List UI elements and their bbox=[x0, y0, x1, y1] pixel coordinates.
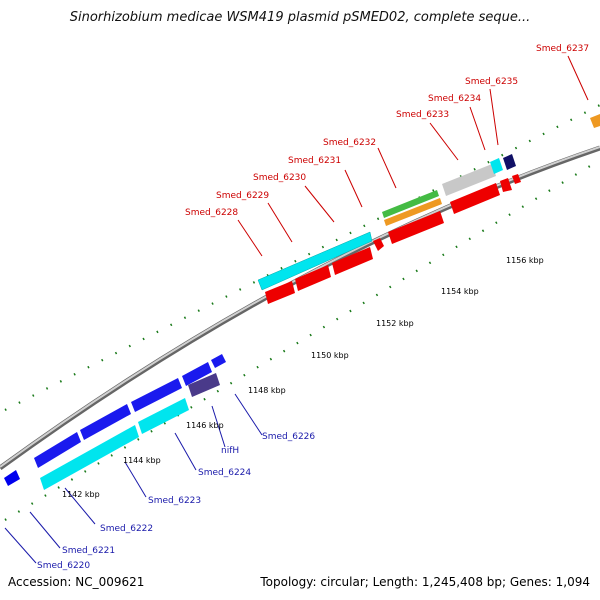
gene-blue-1[interactable] bbox=[34, 432, 81, 468]
gene-blue-2[interactable] bbox=[80, 404, 131, 440]
gene-label[interactable]: Smed_6231 bbox=[288, 156, 341, 166]
gene-navy[interactable] bbox=[503, 154, 516, 170]
gene-grey[interactable] bbox=[442, 164, 496, 196]
gene-red-4[interactable] bbox=[373, 238, 384, 251]
gene-red-5[interactable] bbox=[388, 211, 444, 244]
gene-cyan-large[interactable] bbox=[257, 231, 373, 291]
gene-red-6[interactable] bbox=[450, 183, 500, 214]
backbone-highlight bbox=[0, 146, 600, 468]
forward-leaders bbox=[237, 55, 589, 257]
summary-label: Topology: circular; Length: 1,245,408 bp… bbox=[260, 575, 590, 589]
kbp-label: 1156 kbp bbox=[506, 256, 544, 265]
gene-label[interactable]: Smed_6234 bbox=[428, 94, 481, 104]
forward-gene-labels: Smed_6228 Smed_6229 Smed_6230 Smed_6231 … bbox=[185, 44, 589, 218]
reverse-gene-labels: Smed_6220 Smed_6221 Smed_6222 Smed_6223 … bbox=[37, 432, 315, 571]
gene-blue-left[interactable] bbox=[4, 470, 20, 486]
gene-red-7[interactable] bbox=[500, 178, 512, 192]
gene-red-8[interactable] bbox=[512, 174, 521, 184]
gene-orange[interactable] bbox=[384, 198, 442, 226]
kbp-labels: 1142 kbp 1144 kbp 1146 kbp 1148 kbp 1150… bbox=[62, 256, 544, 499]
reverse-genes bbox=[4, 354, 226, 490]
gene-cyan-small[interactable] bbox=[490, 158, 503, 174]
gene-label[interactable]: Smed_6229 bbox=[216, 191, 269, 201]
kbp-label: 1144 kbp bbox=[123, 456, 161, 465]
gene-label[interactable]: Smed_6224 bbox=[198, 468, 251, 478]
gene-red-1[interactable] bbox=[265, 281, 295, 304]
gene-cyan-long-1[interactable] bbox=[40, 425, 139, 490]
map-title: Sinorhizobium medicae WSM419 plasmid pSM… bbox=[69, 10, 531, 25]
gene-label[interactable]: Smed_6228 bbox=[185, 208, 238, 218]
backbone bbox=[0, 145, 600, 471]
gene-label[interactable]: Smed_6232 bbox=[323, 138, 376, 148]
gene-purple[interactable] bbox=[188, 373, 220, 397]
kbp-label: 1142 kbp bbox=[62, 490, 100, 499]
gene-label[interactable]: Smed_6221 bbox=[62, 546, 115, 556]
forward-genes bbox=[257, 114, 600, 304]
gene-label[interactable]: Smed_6235 bbox=[465, 77, 518, 87]
gene-label[interactable]: nifH bbox=[221, 446, 239, 456]
kbp-label: 1152 kbp bbox=[376, 319, 414, 328]
gene-red-2[interactable] bbox=[295, 265, 331, 291]
reverse-leaders bbox=[4, 393, 263, 564]
gene-label[interactable]: Smed_6233 bbox=[396, 110, 449, 120]
gene-label[interactable]: Smed_6223 bbox=[148, 496, 201, 506]
gene-red-3[interactable] bbox=[332, 247, 373, 275]
tick-track-inner bbox=[4, 159, 600, 521]
gene-blue-3[interactable] bbox=[131, 378, 182, 412]
kbp-label: 1150 kbp bbox=[311, 351, 349, 360]
gene-label[interactable]: Smed_6220 bbox=[37, 561, 90, 571]
gene-label[interactable]: Smed_6222 bbox=[100, 524, 153, 534]
gene-cyan-long-2[interactable] bbox=[138, 398, 189, 434]
kbp-label: 1146 kbp bbox=[186, 421, 224, 430]
kbp-label: 1148 kbp bbox=[248, 386, 286, 395]
accession-label: Accession: NC_009621 bbox=[8, 575, 145, 589]
gene-blue-4[interactable] bbox=[182, 362, 212, 386]
gene-blue-5[interactable] bbox=[211, 354, 226, 368]
gene-label[interactable]: Smed_6237 bbox=[536, 44, 589, 54]
gene-orange-edge[interactable] bbox=[590, 114, 600, 128]
gene-label[interactable]: Smed_6230 bbox=[253, 173, 306, 183]
kbp-label: 1154 kbp bbox=[441, 287, 479, 296]
gene-green[interactable] bbox=[382, 190, 439, 218]
gene-label[interactable]: Smed_6226 bbox=[262, 432, 315, 442]
